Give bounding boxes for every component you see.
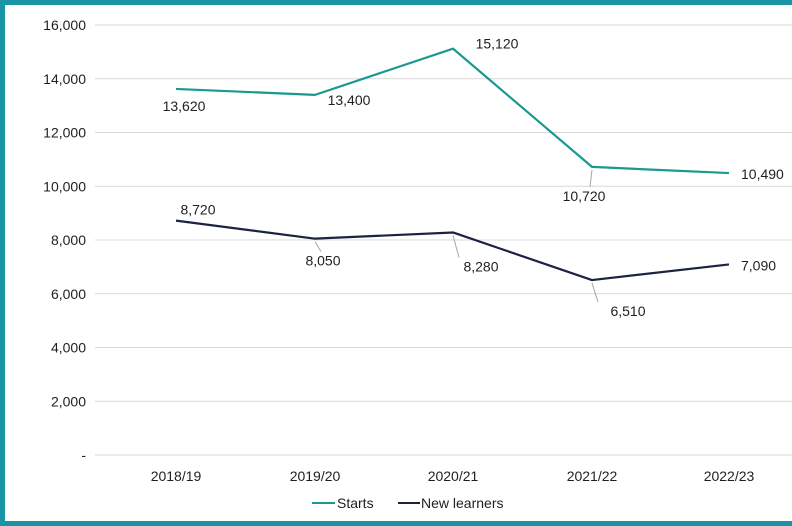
y-tick-label: 4,000 xyxy=(51,340,86,356)
data-labels: 13,620 13,400 15,120 10,720 10,490 8,720 8,050… xyxy=(163,36,784,319)
y-tick-label: 6,000 xyxy=(51,286,86,302)
data-label-new-learners: 8,050 xyxy=(305,253,340,269)
series-line-new-learners xyxy=(175,219,730,282)
legend: Starts New learners xyxy=(312,495,503,511)
series-lines xyxy=(175,47,730,282)
y-tick-label: 10,000 xyxy=(43,178,86,194)
y-tick-label: 8,000 xyxy=(51,232,86,248)
data-label-new-learners: 8,720 xyxy=(180,202,215,218)
data-label-starts: 13,400 xyxy=(328,92,371,108)
series-line-starts xyxy=(175,47,730,175)
x-axis-ticks: 2018/19 2019/20 2020/21 2021/22 2022/23 xyxy=(151,468,755,484)
data-label-starts: 10,720 xyxy=(563,188,606,204)
x-tick-label: 2022/23 xyxy=(704,468,755,484)
x-tick-label: 2020/21 xyxy=(428,468,479,484)
data-label-new-learners: 6,510 xyxy=(610,303,645,319)
x-tick-label: 2021/22 xyxy=(567,468,618,484)
data-label-starts: 15,120 xyxy=(476,36,519,52)
data-label-new-learners: 8,280 xyxy=(463,258,498,274)
y-tick-label: 2,000 xyxy=(51,393,86,409)
data-label-starts: 13,620 xyxy=(163,98,206,114)
x-tick-label: 2018/19 xyxy=(151,468,202,484)
legend-label-starts: Starts xyxy=(337,495,374,511)
data-label-starts: 10,490 xyxy=(741,166,784,182)
y-tick-label: 14,000 xyxy=(43,71,86,87)
label-leader-line xyxy=(314,241,322,252)
data-label-new-learners: 7,090 xyxy=(741,257,776,273)
y-tick-label: - xyxy=(81,447,86,463)
y-tick-label: 16,000 xyxy=(43,17,86,33)
label-leader-line xyxy=(591,282,599,303)
x-tick-label: 2019/20 xyxy=(290,468,341,484)
label-leader-lines xyxy=(314,169,599,303)
label-leader-line xyxy=(589,169,593,187)
y-axis-ticks: - 2,000 4,000 6,000 8,000 10,000 12,000 14,000 1… xyxy=(43,17,86,463)
label-leader-line xyxy=(452,235,460,258)
y-tick-label: 12,000 xyxy=(43,125,86,141)
gridlines xyxy=(95,24,792,456)
legend-label-new-learners: New learners xyxy=(421,495,503,511)
